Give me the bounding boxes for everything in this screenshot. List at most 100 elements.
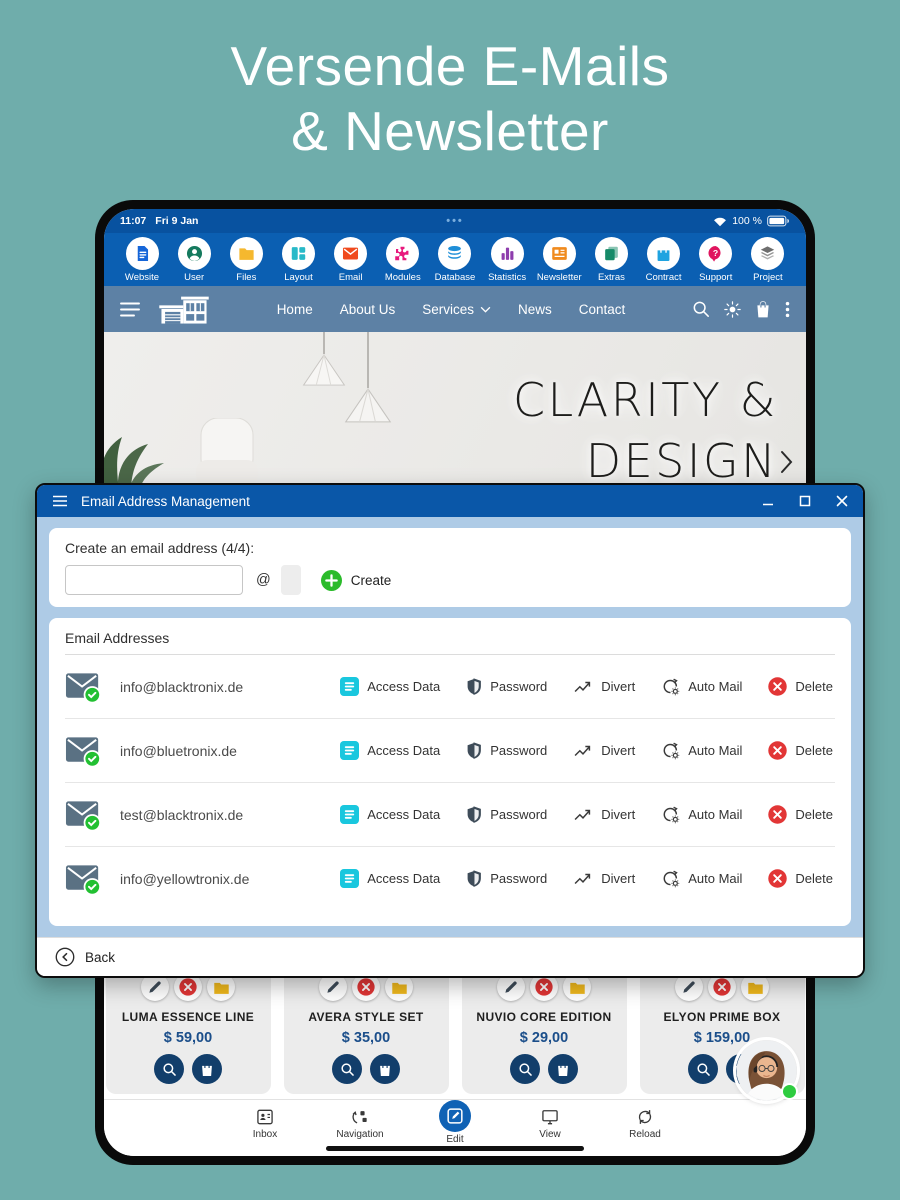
delete-icon [768,741,788,760]
divert-button[interactable]: Divert [573,678,635,695]
create-button-label: Create [350,572,392,588]
hamburger-icon[interactable] [120,302,140,317]
create-email-card: Create an email address (4/4): @ Create [49,528,851,607]
bottom-nav-label: View [539,1129,561,1140]
view-icon [540,1107,560,1127]
maximize-icon[interactable] [799,495,811,507]
email-address: info@blacktronix.de [120,678,244,695]
site-nav-link[interactable]: Services [422,302,491,317]
toolbar-item[interactable]: Extras [587,237,635,286]
site-nav-link[interactable]: Contact [579,302,626,317]
minimize-icon[interactable] [762,495,774,507]
divert-button[interactable]: Divert [573,806,635,823]
toolbar-item[interactable]: Modules [379,237,427,286]
email-name-input[interactable] [65,565,243,595]
kebab-menu-icon[interactable] [785,300,790,319]
toolbar-item[interactable]: Newsletter [535,237,583,286]
toolbar-item-label: Statistics [488,272,527,283]
bottom-nav-item[interactable]: View [521,1107,579,1156]
auto-mail-button[interactable]: Auto Mail [661,677,742,696]
password-button[interactable]: Password [466,741,547,760]
product-cart-button[interactable] [370,1054,400,1084]
modules-icon [386,237,420,270]
dialog-titlebar: Email Address Management [37,485,863,517]
delete-button[interactable]: Delete [768,741,833,760]
toolbar-item-label: Website [124,272,160,283]
shield-icon [467,741,482,759]
access-data-icon [340,805,360,824]
product-price: $ 29,00 [519,1030,569,1046]
support-avatar[interactable] [736,1040,798,1101]
toolbar-item[interactable]: Statistics [483,237,531,286]
close-icon[interactable] [836,495,848,507]
delete-button[interactable]: Delete [768,805,833,824]
user-icon [177,237,211,270]
search-icon[interactable] [692,300,710,318]
toolbar-item-label: User [184,272,205,283]
product-search-button[interactable] [688,1054,718,1084]
auto-mail-button[interactable]: Auto Mail [661,741,742,760]
toolbar-item[interactable]: Layout [274,237,322,286]
email-row: test@blacktronix.de Access Data Password [65,783,835,847]
toolbar-item[interactable]: Email [327,237,375,286]
product-search-button[interactable] [332,1054,362,1084]
sun-icon[interactable] [724,300,741,318]
product-cart-button[interactable] [548,1054,578,1084]
bottom-nav-item[interactable]: Navigation [331,1107,389,1156]
divert-button[interactable]: Divert [573,742,635,759]
home-indicator[interactable] [326,1146,584,1151]
extras-icon [594,237,628,270]
product-search-button[interactable] [154,1054,184,1084]
status-menu-dots[interactable]: ••• [446,215,464,227]
access-data-button[interactable]: Access Data [340,677,440,696]
bottom-nav-item[interactable]: Reload [616,1107,674,1156]
wifi-icon [713,216,727,227]
auto-mail-icon [663,678,680,696]
toolbar-item[interactable]: Files [222,237,270,286]
bottom-nav-item[interactable]: Edit [426,1100,484,1156]
house-logo[interactable] [158,293,210,325]
toolbar-item[interactable]: User [170,237,218,286]
toolbar-item[interactable]: Website [118,237,166,286]
bottom-nav-item[interactable]: Inbox [236,1107,294,1156]
access-data-button[interactable]: Access Data [340,805,440,824]
password-button[interactable]: Password [466,869,547,888]
access-data-icon [340,869,360,888]
access-data-button[interactable]: Access Data [340,741,440,760]
product-cart-button[interactable] [192,1054,222,1084]
product-price: $ 35,00 [341,1030,391,1046]
hamburger-icon[interactable] [52,495,68,507]
back-button[interactable]: Back [55,947,115,967]
toolbar-item-label: Email [338,272,363,283]
site-nav-link-label: About Us [339,301,396,317]
auto-mail-button[interactable]: Auto Mail [661,805,742,824]
site-nav-link[interactable]: About Us [340,302,396,317]
toolbar-item[interactable]: Project [744,237,792,286]
domain-select[interactable] [280,565,301,595]
product-grid: LUMA ESSENCE LINE $ 59,00 [104,967,806,1094]
site-nav-link[interactable]: Home [277,302,313,317]
create-button[interactable]: Create [320,569,392,591]
toolbar-item-label: Newsletter [536,272,582,283]
plus-icon [320,569,342,591]
delete-button[interactable]: Delete [768,677,833,696]
access-data-button[interactable]: Access Data [340,869,440,888]
toolbar-item[interactable]: Database [431,237,479,286]
delete-button[interactable]: Delete [768,869,833,888]
chevron-right-icon[interactable] [780,450,794,479]
chevron-left-circle-icon [55,947,75,967]
toolbar-item[interactable]: Contract [640,237,688,286]
toolbar-item-label: Modules [384,272,421,283]
auto-mail-button[interactable]: Auto Mail [661,869,742,888]
password-button[interactable]: Password [466,677,547,696]
divert-button[interactable]: Divert [573,870,635,887]
shopping-bag-icon[interactable] [755,299,771,319]
auto-mail-icon [663,870,680,888]
email-management-dialog: Email Address Management Create an email… [35,483,865,978]
password-button[interactable]: Password [466,805,547,824]
site-nav-link[interactable]: News [518,302,552,317]
layout-icon [281,237,315,270]
page-title-line2: & Newsletter [291,99,609,162]
toolbar-item[interactable]: ? Support [692,237,740,286]
product-search-button[interactable] [510,1054,540,1084]
